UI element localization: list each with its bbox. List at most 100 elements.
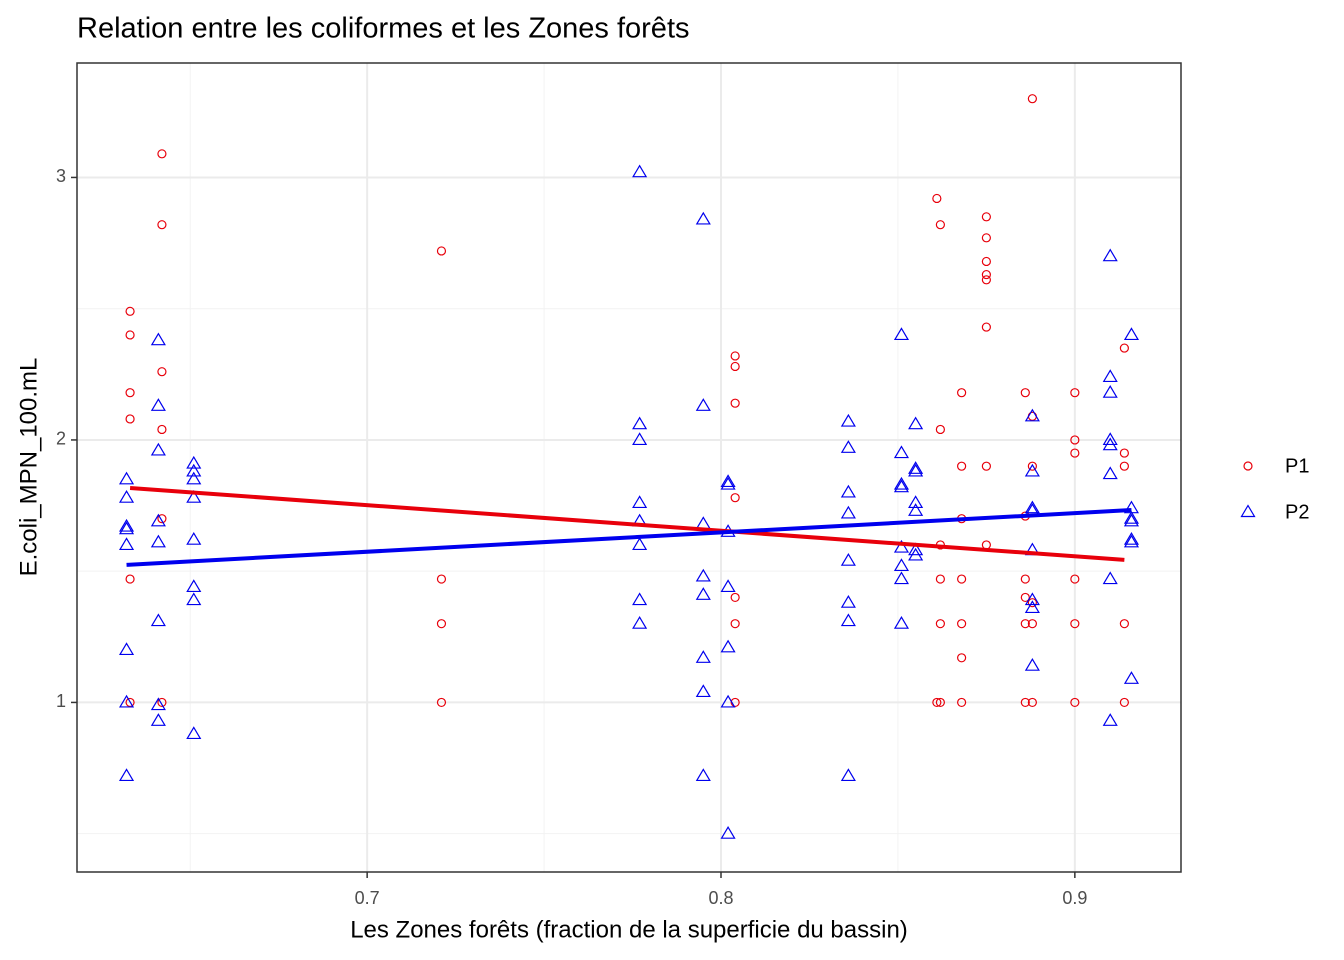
legend-marker: [1240, 504, 1256, 518]
point: [935, 697, 945, 708]
point: [957, 619, 967, 629]
x-tick-label: 0.7: [355, 888, 380, 908]
legend-marker: [1243, 461, 1253, 471]
y-tick-label: 3: [56, 166, 66, 186]
point: [150, 713, 166, 726]
point: [150, 513, 166, 527]
point: [436, 697, 447, 708]
point: [186, 532, 202, 545]
point: [840, 553, 856, 566]
point: [893, 539, 910, 553]
y-tick-label: 1: [56, 691, 66, 711]
point: [1123, 671, 1140, 684]
point: [186, 726, 202, 740]
point: [720, 579, 736, 593]
x-axis-title: Les Zones forêts (fraction de la superfi…: [350, 916, 908, 943]
point: [632, 416, 648, 430]
point: [118, 768, 135, 782]
point: [157, 514, 167, 524]
point: [186, 490, 202, 503]
point: [908, 547, 924, 561]
point: [632, 616, 648, 629]
point: [1119, 343, 1129, 353]
point: [186, 471, 202, 485]
point: [1020, 592, 1030, 603]
point: [1024, 408, 1040, 422]
point: [730, 619, 740, 629]
point: [125, 414, 135, 424]
point: [125, 306, 135, 316]
point: [157, 220, 167, 230]
point: [981, 322, 991, 332]
point: [935, 220, 945, 230]
point: [1102, 385, 1118, 398]
point: [1020, 619, 1030, 629]
point: [840, 505, 856, 519]
point: [1123, 513, 1140, 527]
point: [1070, 697, 1080, 708]
point: [1102, 248, 1118, 262]
point: [840, 613, 856, 627]
point: [157, 367, 167, 377]
point: [150, 697, 166, 711]
point: [125, 330, 135, 340]
point: [695, 211, 711, 225]
point: [893, 616, 910, 629]
point: [1102, 432, 1118, 446]
point: [1119, 619, 1129, 629]
point: [1027, 619, 1037, 629]
point: [840, 484, 856, 498]
point: [632, 495, 648, 509]
point: [150, 534, 166, 548]
point: [632, 537, 648, 551]
trend-line: [129, 485, 1125, 562]
point: [1020, 574, 1030, 584]
point: [1119, 697, 1129, 708]
point: [935, 619, 945, 629]
point: [436, 619, 447, 629]
point: [1119, 461, 1129, 471]
plot-border: [76, 62, 1182, 873]
point: [981, 212, 991, 222]
point: [1123, 534, 1140, 548]
point: [981, 461, 991, 471]
point: [125, 388, 135, 398]
point: [1024, 600, 1040, 614]
point: [632, 592, 648, 606]
point: [908, 416, 924, 430]
point: [436, 574, 447, 584]
point: [157, 149, 167, 159]
point: [893, 571, 910, 585]
point: [893, 327, 910, 341]
point: [840, 440, 856, 453]
point: [1070, 448, 1080, 458]
point: [1070, 388, 1080, 398]
point: [125, 574, 135, 584]
point: [118, 694, 135, 708]
point: [1102, 713, 1118, 726]
point: [1102, 437, 1118, 451]
point: [1070, 574, 1080, 584]
point: [1024, 500, 1040, 514]
point: [957, 461, 967, 471]
point: [840, 595, 856, 608]
point: [730, 592, 740, 603]
point: [1027, 94, 1037, 104]
chart-title: Relation entre les coliformes et les Zon…: [77, 13, 690, 45]
point: [720, 474, 736, 488]
point: [695, 684, 711, 698]
point: [730, 351, 740, 361]
point: [1102, 571, 1118, 585]
point: [1123, 532, 1140, 545]
point: [957, 697, 967, 708]
point: [1070, 435, 1080, 445]
point: [908, 503, 924, 516]
point: [186, 592, 202, 606]
point: [436, 246, 447, 256]
point: [720, 694, 736, 708]
point: [157, 697, 167, 708]
point: [957, 653, 967, 663]
point: [1027, 461, 1037, 471]
point: [981, 256, 991, 267]
point: [893, 445, 910, 459]
